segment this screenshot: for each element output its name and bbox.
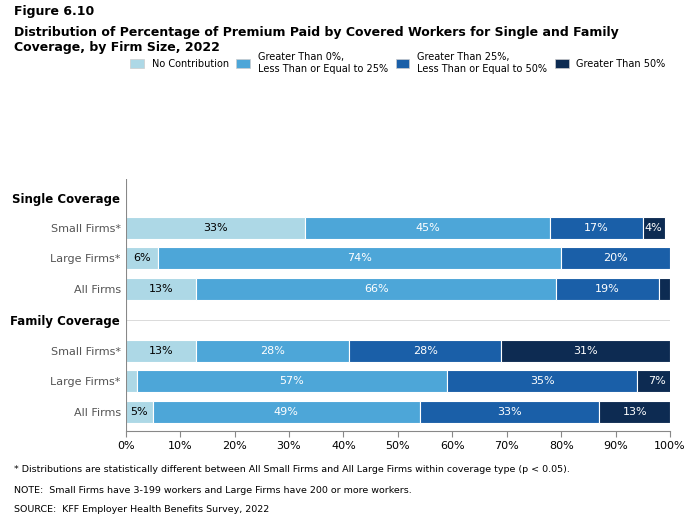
Text: 20%: 20% xyxy=(603,254,628,264)
Bar xyxy=(305,217,550,239)
Text: 33%: 33% xyxy=(497,407,522,417)
Bar xyxy=(643,217,664,239)
Text: NOTE:  Small Firms have 3-199 workers and Large Firms have 200 or more workers.: NOTE: Small Firms have 3-199 workers and… xyxy=(14,486,412,495)
Text: SOURCE:  KFF Employer Health Benefits Survey, 2022: SOURCE: KFF Employer Health Benefits Sur… xyxy=(14,505,269,514)
Text: Figure 6.10: Figure 6.10 xyxy=(14,5,94,18)
Bar xyxy=(126,278,196,300)
Text: 13%: 13% xyxy=(149,284,173,294)
Bar xyxy=(550,217,643,239)
Text: 6%: 6% xyxy=(133,254,151,264)
Text: Distribution of Percentage of Premium Paid by Covered Workers for Single and Fam: Distribution of Percentage of Premium Pa… xyxy=(14,26,618,54)
Text: 17%: 17% xyxy=(584,223,609,233)
Bar xyxy=(447,370,637,392)
Bar xyxy=(501,340,670,362)
Text: 35%: 35% xyxy=(530,376,554,386)
Bar xyxy=(600,401,670,423)
Bar xyxy=(196,340,349,362)
Text: 19%: 19% xyxy=(595,284,620,294)
Bar xyxy=(126,370,137,392)
Bar xyxy=(137,370,447,392)
Text: 33%: 33% xyxy=(203,223,228,233)
Bar xyxy=(349,340,501,362)
Text: Family Coverage: Family Coverage xyxy=(10,316,120,329)
Bar xyxy=(196,278,556,300)
Text: Single Coverage: Single Coverage xyxy=(12,193,120,206)
Text: 66%: 66% xyxy=(364,284,388,294)
Bar xyxy=(637,370,676,392)
Text: 45%: 45% xyxy=(415,223,440,233)
Bar xyxy=(561,247,670,269)
Text: 13%: 13% xyxy=(623,407,647,417)
Bar xyxy=(126,217,305,239)
Text: * Distributions are statistically different between All Small Firms and All Larg: * Distributions are statistically differ… xyxy=(14,465,570,474)
Text: 31%: 31% xyxy=(573,345,598,355)
Bar xyxy=(126,401,153,423)
Bar xyxy=(126,340,196,362)
Text: 4%: 4% xyxy=(645,223,662,233)
Text: 49%: 49% xyxy=(274,407,299,417)
Bar xyxy=(158,247,561,269)
Text: 57%: 57% xyxy=(279,376,304,386)
Bar xyxy=(419,401,600,423)
Text: 28%: 28% xyxy=(260,345,285,355)
Text: 13%: 13% xyxy=(149,345,173,355)
Text: 74%: 74% xyxy=(348,254,372,264)
Text: 28%: 28% xyxy=(413,345,438,355)
Text: 7%: 7% xyxy=(648,376,665,386)
Bar xyxy=(126,247,158,269)
Bar xyxy=(153,401,419,423)
Legend: No Contribution, Greater Than 0%,
Less Than or Equal to 25%, Greater Than 25%,
L: No Contribution, Greater Than 0%, Less T… xyxy=(130,52,666,74)
Text: 5%: 5% xyxy=(131,407,148,417)
Bar xyxy=(659,278,670,300)
Bar xyxy=(556,278,659,300)
